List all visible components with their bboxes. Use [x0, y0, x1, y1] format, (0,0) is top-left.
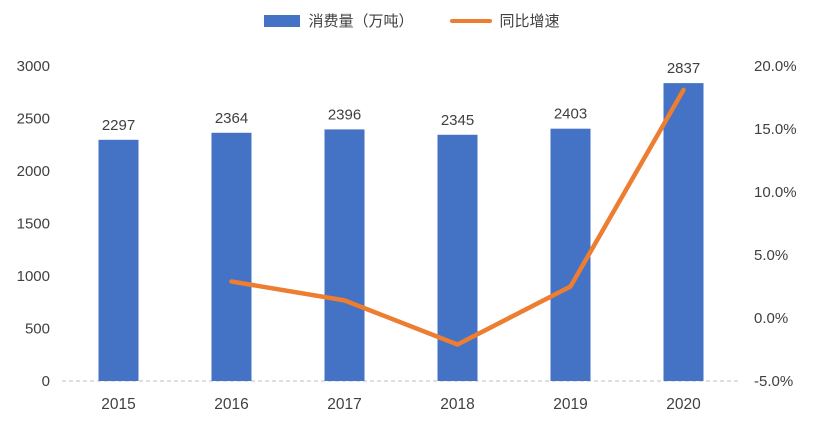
legend-item-growth: 同比增速 [449, 10, 560, 31]
x-axis-tick-label: 2015 [101, 396, 135, 413]
chart-legend: 消费量（万吨） 同比增速 [0, 10, 824, 31]
legend-item-consumption: 消费量（万吨） [264, 10, 414, 31]
left-axis-tick-label: 1500 [17, 216, 50, 233]
x-axis-tick-label: 2016 [214, 396, 248, 413]
bar-2015 [98, 139, 139, 381]
x-axis-tick-label: 2019 [553, 396, 587, 413]
bar-2019 [550, 128, 591, 381]
left-axis-tick-label: 0 [42, 373, 50, 390]
bar-value-label: 2837 [667, 60, 700, 77]
bar-value-label: 2345 [441, 112, 474, 129]
bar-value-label: 2364 [215, 110, 248, 127]
x-axis-tick-label: 2017 [327, 396, 361, 413]
bar-value-label: 2403 [554, 106, 587, 123]
line-series-swatch-icon [449, 18, 492, 23]
right-axis-tick-label: 5.0% [754, 247, 788, 264]
right-axis-tick-label: 20.0% [754, 58, 797, 75]
bar-value-label: 2396 [328, 106, 361, 123]
bar-2016 [211, 132, 252, 381]
right-axis-tick-label: 15.0% [754, 121, 797, 138]
right-axis-tick-label: 0.0% [754, 310, 788, 327]
bar-series-swatch-icon [264, 14, 301, 27]
growth-line [229, 87, 686, 347]
x-axis-tick-label: 2018 [440, 396, 474, 413]
left-axis-tick-label: 500 [25, 321, 50, 338]
left-axis-tick-label: 2500 [17, 111, 50, 128]
legend-label-consumption: 消费量（万吨） [308, 13, 414, 30]
right-axis-tick-label: 10.0% [754, 184, 797, 201]
legend-label-growth: 同比增速 [499, 13, 560, 30]
bar-2017 [324, 129, 365, 381]
bar-2020 [663, 83, 704, 382]
x-axis-tick-label: 2020 [666, 396, 701, 413]
left-axis-tick-label: 2000 [17, 163, 50, 180]
bar-value-label: 2297 [102, 117, 135, 134]
left-axis-tick-label: 1000 [17, 268, 50, 285]
right-axis-tick-label: -5.0% [754, 373, 793, 390]
left-axis-tick-label: 3000 [17, 58, 50, 75]
